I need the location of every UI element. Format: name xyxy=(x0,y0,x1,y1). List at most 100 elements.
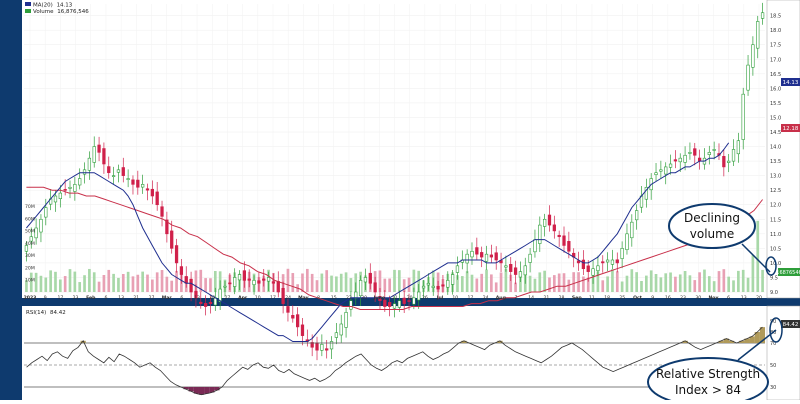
volume-bar xyxy=(620,281,624,292)
candle-body xyxy=(145,188,150,191)
rsi-badge xyxy=(781,320,800,328)
volume-bar xyxy=(388,278,391,292)
candle-body xyxy=(276,281,280,293)
volume-bar xyxy=(155,272,159,292)
date-x-axis: 2023 9 17 23 Feb 6 13 21 27 Mar 6 13 20 27 Apr 10 17 24 Ma… xyxy=(24,295,762,301)
volume-bar xyxy=(703,269,706,292)
volume-bar xyxy=(107,269,111,292)
volume-bar xyxy=(49,270,52,292)
rsi-badge-text: 84.42 xyxy=(783,322,799,328)
date-tick-label: 17 xyxy=(57,295,63,301)
volume-bar xyxy=(485,269,488,292)
volume-bar xyxy=(204,278,207,292)
price-tick-label: 10.5 xyxy=(770,246,781,252)
date-tick-label: 11 xyxy=(589,295,595,301)
date-tick-label: 13 xyxy=(118,295,124,301)
candle-body xyxy=(707,152,711,155)
rsi-panel xyxy=(22,306,767,400)
volume-bar xyxy=(320,273,324,292)
volume-bar xyxy=(131,276,135,292)
candle-body xyxy=(712,149,716,151)
candle-body xyxy=(102,148,106,165)
price-tick-label: 9.0 xyxy=(770,290,778,296)
candle-body xyxy=(620,248,624,259)
ma-red-badge-text: 12.18 xyxy=(783,126,799,132)
date-tick-label: Nov xyxy=(708,295,718,301)
candle-body xyxy=(581,259,586,270)
volume-tick-label: 10M xyxy=(25,278,35,284)
volume-bar xyxy=(25,279,28,292)
rsi-line xyxy=(26,326,763,396)
volume-bar xyxy=(562,273,566,292)
volume-bar xyxy=(88,268,91,292)
price-tick-label: 15.0 xyxy=(770,115,781,121)
rsi-overbought-fill xyxy=(728,340,735,343)
candle-body xyxy=(436,285,440,290)
volume-bar xyxy=(170,280,174,292)
candle-body xyxy=(591,268,595,276)
volume-bar xyxy=(528,275,532,292)
price-tick-label: 15.5 xyxy=(770,101,781,107)
volume-tick-label: 50M xyxy=(25,229,35,235)
volume-bar xyxy=(63,276,67,292)
volume-bar xyxy=(417,270,421,292)
price-tick-label: 17.5 xyxy=(770,43,781,49)
rsi-overbought-fill xyxy=(80,340,86,343)
volume-bar xyxy=(499,272,503,292)
date-tick-label: 18 xyxy=(604,295,610,301)
candle-body xyxy=(450,274,455,285)
price-tick-label: 17.0 xyxy=(770,57,781,63)
candle-body xyxy=(121,167,125,176)
volume-tick-label: 40M xyxy=(25,241,35,247)
volume-bar xyxy=(761,269,764,292)
candle-body xyxy=(630,221,634,239)
candle-body xyxy=(402,297,406,304)
volume-bar xyxy=(586,277,590,292)
date-tick-label: 28 xyxy=(559,295,565,301)
volume-bar xyxy=(393,269,396,292)
legend-volume-text: Volume 16,876,546 xyxy=(33,9,89,15)
volume-bar xyxy=(494,282,498,292)
date-tick-label: 10 xyxy=(452,295,458,301)
date-tick-label: Feb xyxy=(86,295,96,301)
candle-body xyxy=(34,227,38,239)
volume-bar xyxy=(572,272,576,292)
price-candles xyxy=(24,2,765,361)
volume-bar xyxy=(674,276,677,292)
date-tick-label: 6 xyxy=(180,295,183,301)
volume-bar xyxy=(756,220,760,292)
candle-body xyxy=(562,235,566,246)
price-tick-label: 13.5 xyxy=(770,159,781,165)
date-tick-label: 17 xyxy=(270,295,276,301)
date-tick-label: 17 xyxy=(468,295,474,301)
volume-bar xyxy=(34,272,38,292)
date-tick-label: 27 xyxy=(225,295,231,301)
ma-blue-badge-text: 14.13 xyxy=(783,80,799,86)
candle-body xyxy=(344,312,348,328)
candle-body xyxy=(363,277,368,283)
date-tick-label: Mar xyxy=(162,295,173,301)
date-tick-label: 6 xyxy=(727,295,730,301)
candle-body xyxy=(431,285,435,288)
candle-body xyxy=(39,218,43,233)
price-tick-label: 9.5 xyxy=(770,275,778,281)
volume-bar xyxy=(669,272,672,292)
volume-bar xyxy=(305,268,309,292)
candle-body xyxy=(266,277,271,282)
volume-bar xyxy=(378,270,382,292)
candle-body xyxy=(78,178,82,186)
date-tick-label: 24 xyxy=(285,295,291,301)
volume-bar xyxy=(339,273,343,292)
price-tick-label: 14.5 xyxy=(770,130,781,136)
volume-bar xyxy=(402,279,406,292)
candle-body xyxy=(155,191,159,206)
legend-volume-value: 16,876,546 xyxy=(57,9,89,15)
rsi-overbought-fill xyxy=(718,340,724,343)
volume-bar xyxy=(567,279,571,292)
price-tick-label: 18.0 xyxy=(770,28,781,34)
volume-bar xyxy=(707,276,711,292)
candle-body xyxy=(547,214,552,226)
rsi-legend: RSI(14) 84.42 xyxy=(26,310,66,316)
date-tick-label: June xyxy=(373,295,385,301)
